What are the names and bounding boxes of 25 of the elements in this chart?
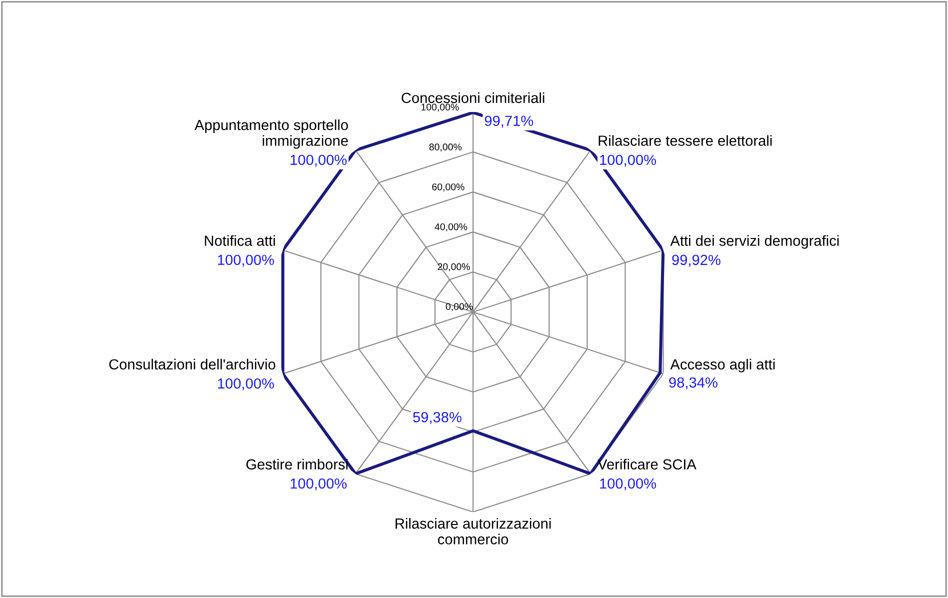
spoke-label: Atti dei servizi demografici	[670, 235, 839, 249]
data-label: 99,92%	[672, 254, 720, 267]
data-label: 98,34%	[669, 377, 718, 390]
data-label: 99,71%	[484, 116, 534, 128]
spoke-label: Notifica atti	[204, 235, 275, 246]
data-label: 100,00%	[600, 154, 656, 167]
spoke-label: Consultazioni dell'archivio	[109, 358, 276, 370]
spoke-label: Concessioni cimiteriali	[402, 92, 544, 104]
spoke-label: Rilasciare tessere elettorali	[598, 135, 772, 146]
y-tick-label: 0,00%	[446, 303, 473, 312]
spoke-label: Gestire rimborsi	[246, 458, 348, 470]
data-label: 100,00%	[218, 378, 274, 390]
data-label: 59,38%	[413, 412, 462, 424]
spoke-label: Rilasciare autorizzazioni commercio	[396, 518, 551, 544]
data-label: 100,00%	[600, 478, 656, 490]
spoke-label: Verificare SCIA	[598, 458, 696, 470]
data-label: 100,00%	[218, 254, 274, 267]
data-label: 100,00%	[290, 478, 347, 490]
y-tick-label: 40,00%	[434, 223, 468, 232]
spoke-label: Appuntamento sportello immigrazione	[194, 119, 348, 149]
data-label: 100,00%	[290, 154, 347, 167]
spoke-label: Accesso agli atti	[670, 358, 775, 372]
y-tick-label: 80,00%	[429, 144, 462, 152]
y-tick-label: 20,00%	[438, 263, 470, 272]
y-tick-label: 60,00%	[432, 183, 464, 192]
